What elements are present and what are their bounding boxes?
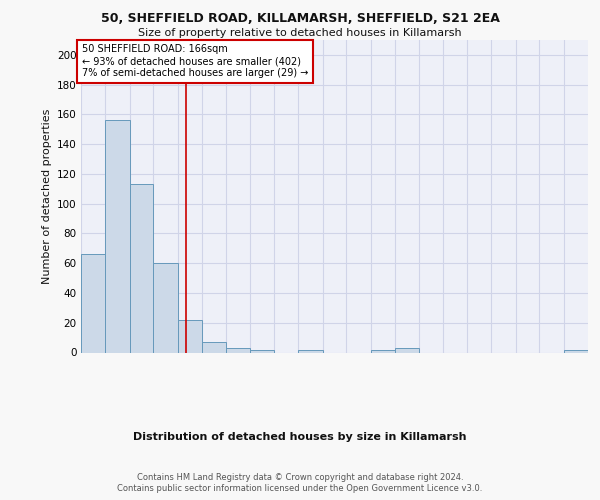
Text: Distribution of detached houses by size in Killamarsh: Distribution of detached houses by size … (133, 432, 467, 442)
Text: Size of property relative to detached houses in Killamarsh: Size of property relative to detached ho… (138, 28, 462, 38)
Bar (81, 254, 106, 352)
Text: 50, SHEFFIELD ROAD, KILLAMARSH, SHEFFIELD, S21 2EA: 50, SHEFFIELD ROAD, KILLAMARSH, SHEFFIEL… (101, 12, 499, 26)
Bar (178, 320, 202, 352)
Bar (395, 348, 419, 352)
Text: Contains public sector information licensed under the Open Government Licence v3: Contains public sector information licen… (118, 484, 482, 493)
Bar (226, 348, 250, 352)
Bar (106, 120, 130, 352)
Text: Contains HM Land Registry data © Crown copyright and database right 2024.: Contains HM Land Registry data © Crown c… (137, 472, 463, 482)
Bar (371, 350, 395, 352)
Text: 50 SHEFFIELD ROAD: 166sqm
← 93% of detached houses are smaller (402)
7% of semi-: 50 SHEFFIELD ROAD: 166sqm ← 93% of detac… (82, 44, 308, 78)
Bar (250, 350, 274, 352)
Bar (202, 342, 226, 352)
Bar (130, 184, 153, 352)
Bar (298, 350, 323, 352)
Y-axis label: Number of detached properties: Number of detached properties (41, 108, 52, 284)
Bar (563, 350, 588, 352)
Bar (153, 263, 178, 352)
